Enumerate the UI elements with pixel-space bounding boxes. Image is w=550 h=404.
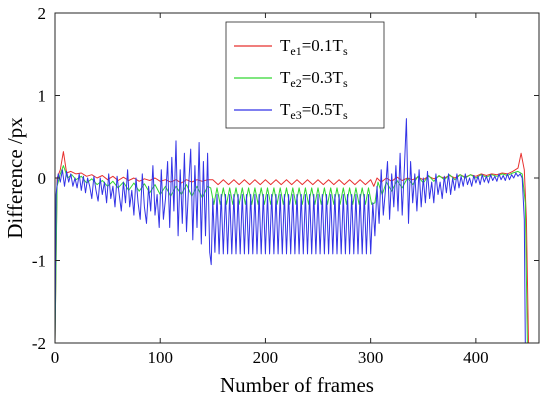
y-axis-label: Difference /px	[3, 117, 27, 239]
y-tick-label: 0	[38, 169, 47, 188]
x-axis-label: Number of frames	[220, 373, 374, 397]
y-tick-label: -1	[32, 252, 46, 271]
tick-layer: 0 100 200 300 400 -2 -1 0 1 2	[32, 4, 539, 367]
legend-label-1: Te1=0.1Ts	[280, 36, 348, 58]
series-line-2	[55, 165, 528, 343]
y-tick-label: 2	[38, 4, 47, 23]
x-tick-label: 300	[358, 348, 384, 367]
x-tick-label: 200	[253, 348, 279, 367]
series-line-3	[55, 118, 526, 343]
legend-label-3: Te3=0.5Ts	[280, 100, 348, 122]
series-layer	[55, 118, 529, 343]
legend: Te1=0.1Ts Te2=0.3Ts Te3=0.5Ts	[225, 21, 385, 129]
y-tick-label: -2	[32, 334, 46, 353]
x-tick-label: 0	[51, 348, 60, 367]
legend-label-2: Te2=0.3Ts	[280, 68, 348, 90]
x-tick-label: 400	[463, 348, 489, 367]
x-tick-label: 100	[147, 348, 173, 367]
y-tick-label: 1	[38, 87, 47, 106]
